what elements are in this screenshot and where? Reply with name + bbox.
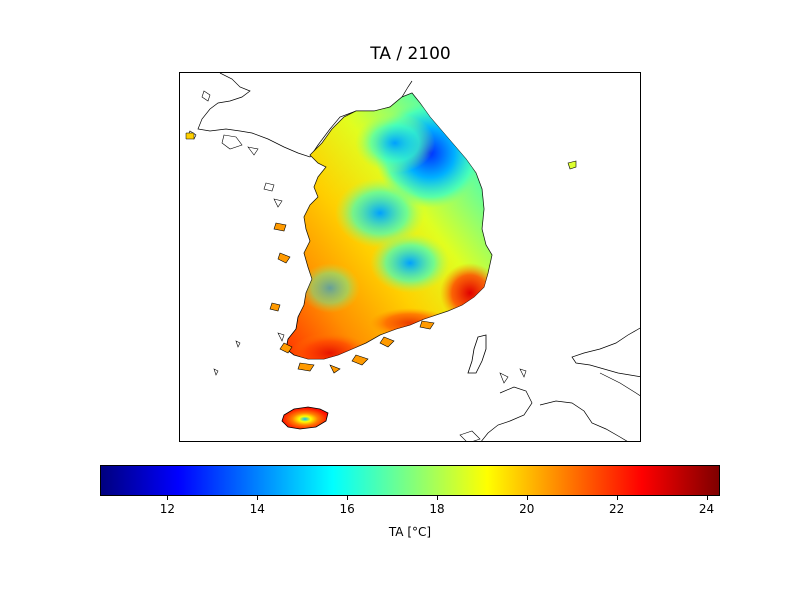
colorbar-tick (347, 496, 349, 500)
colorbar-tick-label: 14 (249, 502, 265, 516)
colorbar (100, 465, 720, 496)
colorbar-tick-label: 22 (609, 502, 625, 516)
tsushima-island (467, 334, 487, 374)
colorbar-label: TA [°C] (388, 525, 432, 539)
colorbar-tick-label: 24 (698, 502, 715, 516)
temperature-map (185, 73, 640, 441)
colorbar-tick (167, 496, 169, 500)
colorbar-tick (526, 496, 528, 500)
colorbar-tick (436, 496, 438, 500)
japan-coastline (571, 327, 640, 378)
colorbar-tick-label: 12 (159, 502, 176, 516)
colorbar-tick (257, 496, 259, 500)
jeju-island (281, 406, 329, 430)
colorbar-tick-label: 16 (339, 502, 355, 516)
colorbar-tick (616, 496, 618, 500)
colorbar-ticks: 12 14 16 18 20 22 24 (100, 496, 720, 526)
map-frame (179, 72, 641, 442)
colorbar-tick-label: 20 (519, 502, 535, 516)
colorbar-tick (706, 496, 708, 500)
ulleung-island (567, 160, 577, 170)
map-title: TA / 2100 (370, 44, 451, 64)
colorbar-tick-label: 18 (429, 502, 445, 516)
